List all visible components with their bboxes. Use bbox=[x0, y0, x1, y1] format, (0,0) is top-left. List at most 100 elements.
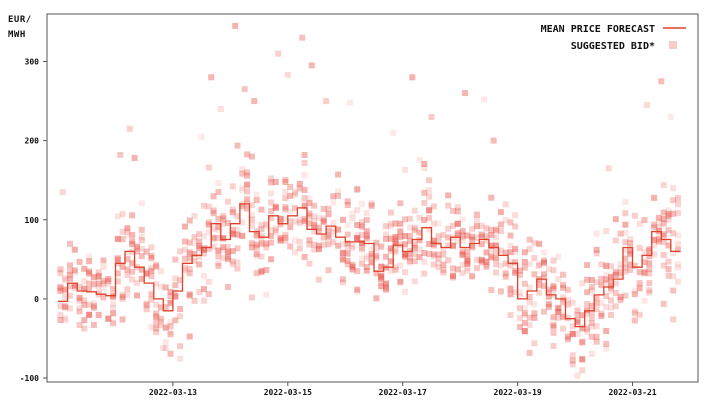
bid-marker bbox=[473, 216, 480, 223]
bid-marker bbox=[124, 225, 131, 232]
bid-marker bbox=[301, 187, 308, 193]
bid-marker bbox=[359, 201, 365, 208]
bid-marker bbox=[359, 260, 365, 267]
bid-marker bbox=[622, 239, 629, 246]
bid-marker bbox=[229, 231, 236, 238]
bid-marker bbox=[354, 185, 361, 192]
bid-marker bbox=[636, 245, 643, 251]
bid-marker bbox=[234, 265, 241, 272]
bid-marker bbox=[584, 328, 591, 335]
bid-marker bbox=[488, 243, 495, 249]
bid-marker bbox=[220, 215, 227, 222]
unit-label-line2: MWH bbox=[8, 30, 26, 40]
bid-marker bbox=[62, 286, 69, 293]
bid-marker bbox=[347, 99, 354, 106]
bid-marker bbox=[205, 219, 212, 225]
bid-marker bbox=[229, 227, 236, 233]
bid-marker bbox=[100, 280, 107, 287]
bid-marker bbox=[603, 263, 610, 270]
bid-marker bbox=[344, 257, 351, 264]
bid-marker bbox=[636, 269, 643, 276]
bid-marker bbox=[493, 226, 500, 233]
bid-marker bbox=[67, 283, 73, 290]
bid-marker bbox=[71, 284, 78, 291]
bid-marker bbox=[229, 231, 236, 238]
bid-marker bbox=[646, 266, 653, 272]
bid-marker bbox=[622, 247, 629, 254]
bid-marker bbox=[660, 231, 667, 238]
bid-marker bbox=[655, 230, 662, 237]
bid-marker bbox=[167, 299, 174, 306]
x-tick-label: 2022-03-19 bbox=[494, 388, 542, 397]
bid-marker bbox=[658, 78, 665, 85]
bid-marker bbox=[493, 261, 500, 268]
bid-marker bbox=[459, 248, 466, 255]
bid-marker bbox=[584, 324, 591, 331]
bid-marker bbox=[536, 281, 543, 288]
y-tick-label: 0 bbox=[34, 295, 39, 304]
bid-marker bbox=[608, 275, 614, 282]
bid-marker bbox=[186, 249, 193, 255]
bid-marker bbox=[76, 258, 83, 265]
bid-marker bbox=[220, 244, 227, 251]
bid-marker bbox=[406, 258, 413, 265]
bid-marker bbox=[253, 197, 260, 204]
bid-marker bbox=[445, 242, 452, 249]
bid-marker bbox=[574, 318, 581, 325]
bid-marker bbox=[378, 279, 385, 286]
bid-marker bbox=[569, 330, 576, 337]
bid-marker bbox=[138, 233, 145, 240]
bid-marker bbox=[287, 218, 294, 225]
bid-marker bbox=[469, 243, 476, 250]
bid-marker bbox=[464, 248, 471, 255]
bid-marker bbox=[205, 278, 212, 285]
bid-marker bbox=[306, 237, 313, 244]
bid-marker bbox=[430, 253, 437, 260]
bid-marker bbox=[497, 288, 504, 295]
bid-marker bbox=[191, 239, 198, 246]
bid-marker bbox=[90, 321, 97, 328]
bid-marker bbox=[287, 243, 294, 250]
bid-marker bbox=[416, 229, 423, 236]
bid-marker bbox=[292, 218, 298, 225]
bid-marker bbox=[560, 294, 567, 301]
bid-marker bbox=[354, 207, 361, 214]
bid-marker bbox=[282, 195, 289, 202]
bid-marker bbox=[469, 244, 476, 251]
bid-marker bbox=[526, 322, 533, 329]
bid-marker bbox=[292, 189, 298, 196]
bid-marker bbox=[603, 328, 610, 334]
bid-marker bbox=[191, 213, 198, 219]
bid-marker bbox=[555, 253, 562, 260]
bid-marker bbox=[325, 232, 332, 239]
bid-marker bbox=[368, 246, 375, 253]
bid-marker bbox=[478, 241, 485, 248]
bid-marker bbox=[421, 199, 428, 206]
bid-marker bbox=[569, 299, 576, 306]
bid-marker bbox=[320, 219, 327, 226]
bid-marker bbox=[574, 372, 581, 379]
bid-marker bbox=[167, 292, 174, 299]
bid-marker bbox=[406, 215, 413, 222]
bid-marker bbox=[287, 192, 294, 199]
bid-marker bbox=[608, 287, 614, 294]
bid-marker bbox=[354, 286, 361, 293]
legend-bid-swatch bbox=[669, 41, 677, 49]
bid-marker bbox=[157, 322, 164, 329]
bid-marker bbox=[608, 263, 614, 270]
bid-marker bbox=[62, 293, 69, 300]
bid-marker bbox=[229, 230, 236, 237]
bid-marker bbox=[636, 220, 643, 227]
bid-marker bbox=[272, 205, 279, 211]
bid-marker bbox=[349, 210, 356, 217]
bid-marker bbox=[268, 256, 275, 263]
bid-marker bbox=[641, 297, 648, 304]
bid-marker bbox=[411, 242, 418, 249]
bid-marker bbox=[655, 224, 662, 231]
bid-marker bbox=[253, 253, 260, 260]
bid-marker bbox=[59, 189, 66, 196]
bid-marker bbox=[464, 261, 471, 267]
bid-marker bbox=[239, 187, 246, 194]
bid-marker bbox=[62, 287, 69, 294]
bid-marker bbox=[411, 278, 418, 285]
